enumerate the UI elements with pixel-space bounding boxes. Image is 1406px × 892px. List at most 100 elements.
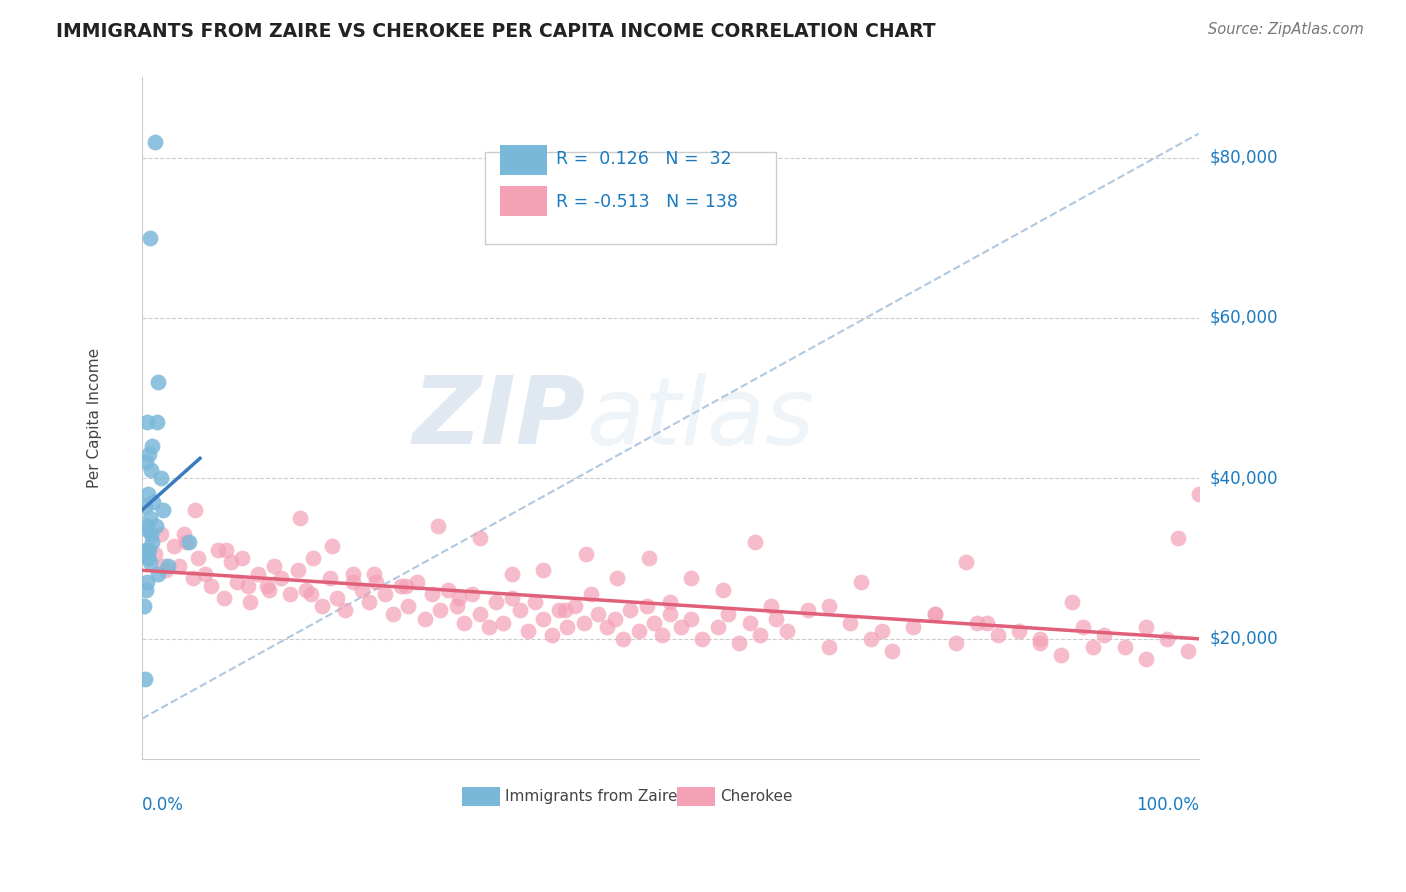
Point bbox=[247, 567, 270, 582]
Point bbox=[638, 551, 661, 566]
Point bbox=[749, 627, 772, 641]
Text: Source: ZipAtlas.com: Source: ZipAtlas.com bbox=[1208, 22, 1364, 37]
Point bbox=[342, 567, 364, 582]
Text: R =  0.126   N =  32: R = 0.126 N = 32 bbox=[557, 150, 731, 169]
Point bbox=[966, 615, 988, 630]
Point bbox=[548, 603, 571, 617]
Point bbox=[152, 559, 174, 574]
Point bbox=[605, 611, 627, 625]
Point bbox=[839, 615, 862, 630]
Point bbox=[818, 599, 841, 614]
Point bbox=[849, 575, 872, 590]
FancyBboxPatch shape bbox=[463, 787, 501, 806]
Point bbox=[319, 571, 342, 585]
Point bbox=[134, 672, 156, 686]
Point bbox=[173, 527, 195, 541]
Text: $60,000: $60,000 bbox=[1211, 309, 1278, 326]
Point bbox=[167, 559, 190, 574]
Text: $80,000: $80,000 bbox=[1211, 149, 1278, 167]
Point bbox=[765, 611, 787, 625]
Point bbox=[207, 543, 229, 558]
Point bbox=[422, 587, 444, 601]
Point bbox=[181, 571, 204, 585]
Point bbox=[492, 615, 515, 630]
Point bbox=[382, 607, 405, 622]
Point bbox=[149, 527, 172, 541]
Point bbox=[132, 599, 155, 614]
Text: $40,000: $40,000 bbox=[1211, 469, 1278, 487]
Point bbox=[374, 587, 396, 601]
Point bbox=[287, 563, 309, 577]
Point bbox=[143, 135, 166, 149]
Point bbox=[606, 571, 628, 585]
Point bbox=[1177, 643, 1199, 657]
Point bbox=[145, 519, 167, 533]
Point bbox=[139, 555, 162, 569]
Point bbox=[342, 575, 364, 590]
Point bbox=[627, 624, 650, 638]
Text: IMMIGRANTS FROM ZAIRE VS CHEROKEE PER CAPITA INCOME CORRELATION CHART: IMMIGRANTS FROM ZAIRE VS CHEROKEE PER CA… bbox=[56, 22, 936, 41]
Point bbox=[413, 611, 436, 625]
Point bbox=[135, 543, 157, 558]
Point bbox=[501, 567, 523, 582]
Point bbox=[326, 591, 349, 606]
Point bbox=[138, 543, 160, 558]
Point bbox=[501, 591, 523, 606]
Point bbox=[596, 619, 619, 633]
Point bbox=[579, 587, 602, 601]
Point bbox=[278, 587, 301, 601]
Point bbox=[389, 579, 412, 593]
Point bbox=[149, 471, 172, 485]
Point bbox=[311, 599, 333, 614]
Point bbox=[681, 571, 703, 585]
Point bbox=[136, 551, 159, 566]
Point bbox=[1029, 635, 1052, 649]
Point bbox=[738, 615, 761, 630]
Text: Per Capita Income: Per Capita Income bbox=[87, 348, 101, 488]
Point bbox=[1071, 619, 1094, 633]
Point bbox=[541, 627, 564, 641]
Point bbox=[141, 527, 163, 541]
Point bbox=[924, 607, 946, 622]
Point bbox=[1092, 627, 1115, 641]
Text: 0.0%: 0.0% bbox=[142, 797, 184, 814]
Point bbox=[882, 643, 904, 657]
Point bbox=[681, 611, 703, 625]
Point bbox=[575, 548, 598, 562]
Point bbox=[395, 579, 418, 593]
Point bbox=[437, 583, 460, 598]
Point bbox=[141, 439, 163, 453]
Point bbox=[870, 624, 893, 638]
Point bbox=[564, 599, 586, 614]
Point bbox=[405, 575, 427, 590]
Point bbox=[711, 583, 734, 598]
Point bbox=[270, 571, 292, 585]
Point bbox=[141, 463, 163, 477]
Point bbox=[333, 603, 356, 617]
Point bbox=[903, 619, 925, 633]
Point bbox=[554, 603, 576, 617]
Text: Cherokee: Cherokee bbox=[720, 789, 793, 804]
Point bbox=[572, 615, 595, 630]
Point bbox=[744, 535, 766, 549]
Point bbox=[446, 599, 468, 614]
Point bbox=[468, 607, 491, 622]
FancyBboxPatch shape bbox=[485, 153, 776, 244]
Point bbox=[1135, 651, 1157, 665]
Point bbox=[775, 624, 797, 638]
Point bbox=[555, 619, 578, 633]
Point bbox=[363, 567, 385, 582]
Point bbox=[134, 500, 156, 514]
Point bbox=[135, 583, 157, 598]
Point bbox=[194, 567, 217, 582]
Point bbox=[987, 627, 1010, 641]
Point bbox=[1081, 640, 1104, 654]
Point bbox=[139, 511, 162, 525]
Point bbox=[257, 583, 280, 598]
Point bbox=[636, 599, 658, 614]
Text: ZIP: ZIP bbox=[413, 372, 586, 464]
Point bbox=[460, 587, 482, 601]
Point bbox=[707, 619, 730, 633]
Point bbox=[183, 503, 205, 517]
Point bbox=[136, 524, 159, 538]
